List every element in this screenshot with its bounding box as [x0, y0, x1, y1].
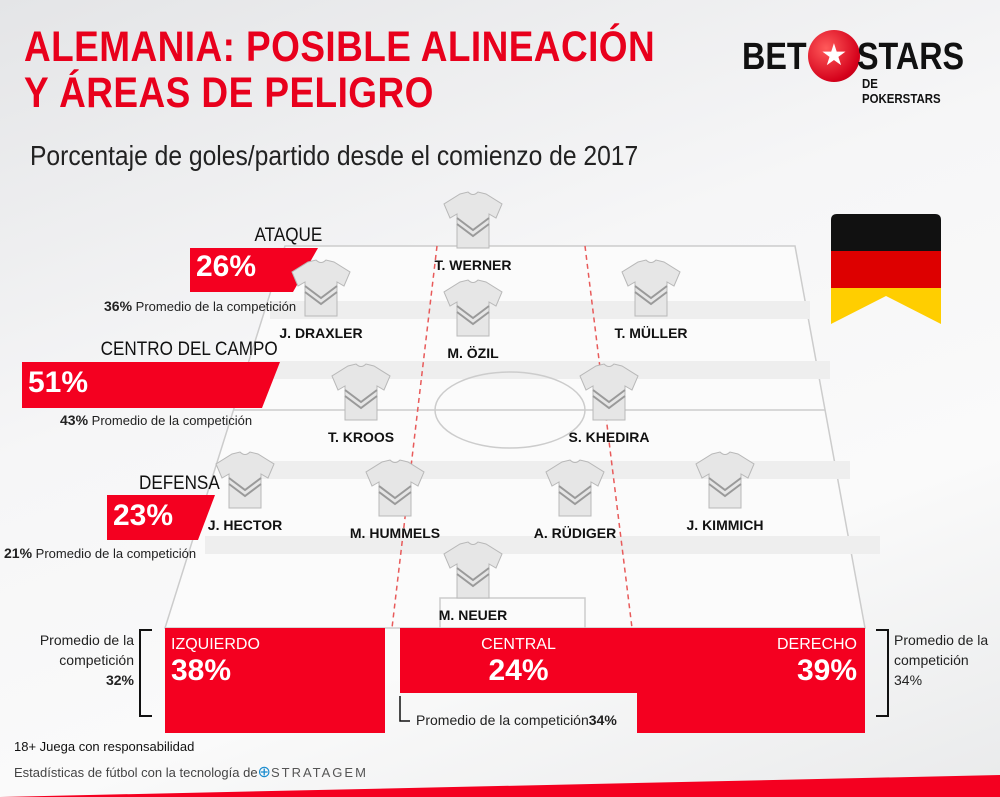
- midfield-value: 51%: [22, 366, 89, 400]
- jersey-icon: [621, 259, 681, 317]
- player-name: J. DRAXLER: [279, 325, 363, 341]
- player: T. KROOS: [301, 362, 421, 445]
- globe-icon: ⊕: [257, 764, 271, 781]
- page-title: ALEMANIA: POSIBLE ALINEACIÓN Y ÁREAS DE …: [24, 23, 656, 117]
- defense-label: DEFENSA: [139, 473, 220, 494]
- player: J. DRAXLER: [261, 258, 381, 341]
- zone-left: IZQUIERDO 38%: [165, 628, 385, 733]
- player: M. HUMMELS: [335, 458, 455, 541]
- responsible-gaming-note: 18+ Juega con responsabilidad: [14, 739, 195, 754]
- player: J. KIMMICH: [665, 450, 785, 533]
- jersey-icon: [695, 451, 755, 509]
- player: M. ÖZIL: [413, 278, 533, 361]
- right-average: Promedio de la competición 34%: [894, 632, 989, 688]
- germany-flag-icon: [831, 214, 941, 324]
- player: S. KHEDIRA: [549, 362, 669, 445]
- defense-value: 23%: [107, 499, 174, 533]
- attack-label: ATAQUE: [254, 225, 322, 246]
- player-name: J. KIMMICH: [686, 517, 764, 533]
- midfield-average: 43% Promedio de la competición: [60, 412, 253, 428]
- central-average: Promedio de la competición34%: [416, 712, 617, 728]
- player: A. RÜDIGER: [515, 458, 635, 541]
- player-name: M. NEUER: [438, 607, 508, 623]
- jersey-icon: [443, 191, 503, 249]
- defense-average: 21% Promedio de la competición: [4, 545, 197, 561]
- betstars-logo: BET ★ STARS DE POKERSTARS: [742, 30, 964, 106]
- attack-average: 36% Promedio de la competición: [104, 298, 297, 314]
- stats-credit: Estadísticas de fútbol con la tecnología…: [14, 764, 368, 781]
- jersey-icon: [545, 459, 605, 517]
- jersey-icon: [443, 541, 503, 599]
- jersey-icon: [365, 459, 425, 517]
- jersey-icon: [443, 279, 503, 337]
- zone-right: DERECHO 39%: [637, 628, 865, 733]
- jersey-icon: [331, 363, 391, 421]
- player: M. NEUER: [413, 540, 533, 623]
- player-name: M. HUMMELS: [349, 525, 441, 541]
- midfield-label: CENTRO DEL CAMPO: [100, 339, 278, 360]
- player-name: T. MÜLLER: [614, 325, 688, 341]
- player-name: M. ÖZIL: [447, 345, 499, 361]
- player-name: J. HECTOR: [207, 517, 283, 533]
- player-name: T. WERNER: [434, 257, 512, 273]
- player-name: T. KROOS: [327, 429, 395, 445]
- attack-value: 26%: [190, 250, 257, 284]
- left-average: Promedio de la competición 32%: [39, 632, 134, 688]
- player-name: S. KHEDIRA: [568, 429, 650, 445]
- player: T. WERNER: [413, 190, 533, 273]
- zone-central: CENTRAL 24%: [400, 628, 637, 693]
- jersey-icon: [579, 363, 639, 421]
- subtitle: Porcentaje de goles/partido desde el com…: [30, 140, 639, 171]
- jersey-icon: [291, 259, 351, 317]
- player: J. HECTOR: [185, 450, 305, 533]
- player-name: A. RÜDIGER: [533, 525, 617, 541]
- player: T. MÜLLER: [591, 258, 711, 341]
- star-ball-icon: ★: [808, 30, 860, 82]
- jersey-icon: [215, 451, 275, 509]
